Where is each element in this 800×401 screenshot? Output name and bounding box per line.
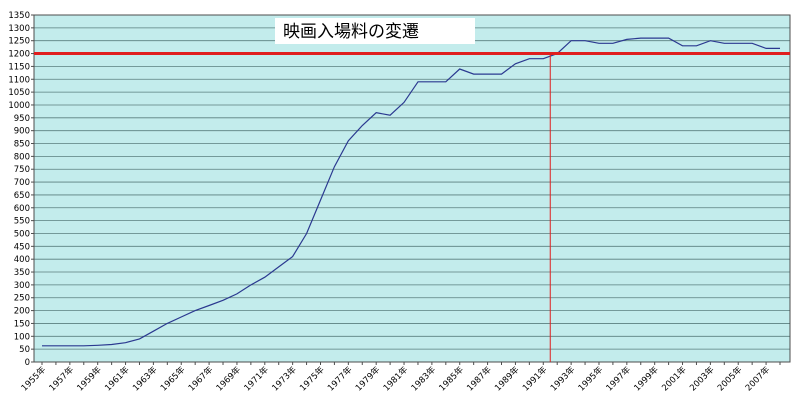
y-tick-label: 900 — [14, 127, 30, 137]
y-tick-label: 700 — [14, 178, 30, 188]
gridlines — [34, 14, 790, 363]
y-axis-ticks: 0 50 100 150 200 250 300 350 400 450 500 550 600 650 7… — [8, 11, 34, 368]
y-tick-label: 350 — [14, 268, 30, 278]
plot-border — [33, 14, 791, 363]
series-line — [42, 37, 780, 347]
y-tick-label: 600 — [14, 204, 30, 214]
y-tick-label: 1200 — [8, 50, 30, 60]
y-tick-label: 1300 — [8, 24, 30, 34]
y-tick-label: 0 — [25, 358, 30, 368]
y-tick-label: 850 — [14, 140, 30, 150]
y-tick-label: 1000 — [8, 101, 30, 111]
y-tick-label: 950 — [14, 114, 30, 124]
y-tick-label: 200 — [14, 307, 30, 317]
y-tick-label: 1350 — [8, 11, 30, 21]
chart-title: 映画入場料の変遷 — [283, 22, 419, 42]
y-tick-label: 750 — [14, 165, 30, 175]
y-tick-label: 650 — [14, 191, 30, 201]
y-tick-label: 300 — [14, 281, 30, 291]
y-tick-label: 550 — [14, 217, 30, 227]
y-tick-label: 450 — [14, 242, 30, 252]
y-tick-label: 250 — [14, 294, 30, 304]
plot-area — [34, 15, 790, 362]
y-tick-label: 150 — [14, 319, 30, 329]
y-tick-label: 500 — [14, 229, 30, 239]
y-tick-label: 1050 — [8, 88, 30, 98]
y-tick-label: 100 — [14, 332, 30, 342]
y-tick-label: 1250 — [8, 37, 30, 47]
title-backdrop — [275, 18, 475, 44]
y-tick-label: 400 — [14, 255, 30, 265]
y-tick-label: 1150 — [8, 62, 30, 72]
y-tick-label: 800 — [14, 152, 30, 162]
y-tick-label: 50 — [19, 345, 30, 355]
y-tick-label: 1100 — [8, 75, 30, 85]
